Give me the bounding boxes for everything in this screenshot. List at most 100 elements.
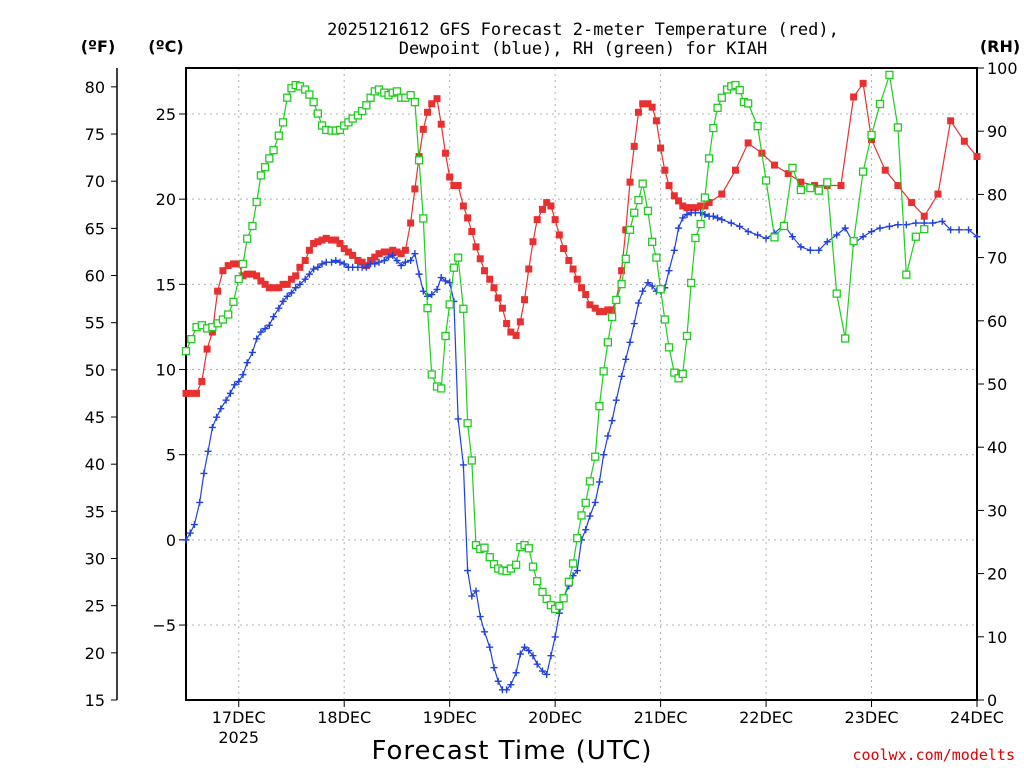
dewpoint-point <box>806 246 814 254</box>
celsius-tick-label: 10 <box>156 361 176 380</box>
relative-humidity-point <box>313 109 322 118</box>
dewpoint-point <box>894 221 902 229</box>
fahrenheit-tick-label: 25 <box>85 597 105 616</box>
relative-humidity-point <box>362 101 371 110</box>
dewpoint-point <box>938 217 946 225</box>
relative-humidity-point <box>181 346 191 356</box>
relative-humidity-point <box>524 544 533 553</box>
2-meter-temperature-point <box>683 204 691 212</box>
dewpoint-point <box>468 592 476 600</box>
2-meter-temperature-point <box>486 275 494 283</box>
dewpoint-point <box>476 613 484 621</box>
relative-humidity-point <box>274 131 283 140</box>
relative-humidity-point <box>885 70 894 80</box>
dewpoint-point <box>965 226 973 234</box>
relative-humidity-point <box>463 419 472 428</box>
dewpoint-point <box>275 304 283 312</box>
fahrenheit-tick-label: 55 <box>85 314 105 333</box>
relative-humidity-point <box>664 343 674 352</box>
dewpoint-point <box>296 280 304 288</box>
2-meter-temperature-point <box>433 95 441 103</box>
2-meter-temperature-point <box>389 246 397 254</box>
dewpoint-point <box>454 415 462 423</box>
fahrenheit-tick-label: 45 <box>85 408 105 427</box>
relative-humidity-point <box>577 511 586 520</box>
2-meter-temperature-point <box>634 108 642 116</box>
fahrenheit-tick-label: 80 <box>85 78 105 97</box>
relative-humidity-point <box>357 106 367 116</box>
dewpoint-point <box>626 338 634 346</box>
relative-humidity-point <box>480 543 489 552</box>
2-meter-temperature-point <box>239 272 247 280</box>
2-meter-temperature-point <box>600 308 608 316</box>
2-meter-temperature-point <box>569 265 577 273</box>
x-tick-label: 21DEC <box>634 708 688 727</box>
dewpoint-point <box>639 287 647 295</box>
2-meter-temperature-point <box>701 202 709 210</box>
dewpoint-point <box>788 233 796 241</box>
rh-tick-label: 30 <box>987 501 1007 520</box>
dewpoint-point <box>380 256 388 264</box>
2-meter-temperature-point <box>203 345 211 353</box>
2-meter-temperature-point <box>270 284 278 292</box>
dewpoint-point <box>833 231 841 239</box>
dewpoint-point <box>384 253 392 261</box>
relative-humidity-point <box>585 477 595 486</box>
2-meter-temperature-point <box>468 228 476 236</box>
relative-humidity-point <box>234 274 243 284</box>
2-meter-temperature-point <box>336 239 344 247</box>
relative-humidity-point <box>814 186 823 195</box>
dewpoint-point <box>618 372 626 380</box>
dewpoint-point <box>868 228 876 236</box>
2-meter-temperature-point <box>920 212 928 220</box>
relative-humidity-point <box>823 178 832 187</box>
2-meter-temperature-point <box>476 255 484 263</box>
dewpoint-point <box>265 321 273 329</box>
2-meter-temperature-point <box>446 173 454 181</box>
dewpoint-point <box>196 498 204 506</box>
relative-humidity-point <box>309 97 318 107</box>
dewpoint-point <box>314 263 322 271</box>
2-meter-temperature-point <box>630 142 638 150</box>
dewpoint-point <box>213 413 221 421</box>
relative-humidity-point <box>678 369 687 379</box>
2-meter-temperature-point <box>358 258 366 266</box>
relative-humidity-point <box>283 93 292 102</box>
relative-humidity-point <box>392 87 402 96</box>
2-meter-temperature-point <box>472 243 480 251</box>
2-meter-temperature-point <box>648 103 656 111</box>
2-meter-temperature-point <box>595 308 603 316</box>
relative-humidity-point <box>269 146 278 155</box>
2-meter-temperature-point <box>908 199 916 207</box>
2-meter-temperature-point <box>208 328 216 336</box>
relative-humidity-point <box>858 167 868 176</box>
dewpoint-point <box>441 277 449 285</box>
relative-humidity-point <box>256 171 266 180</box>
relative-humidity-point <box>305 90 314 99</box>
2-meter-temperature-point <box>407 219 415 227</box>
2-meter-temperature-point <box>582 291 590 299</box>
2-meter-temperature-point <box>310 239 318 247</box>
2-meter-temperature-point <box>305 246 313 254</box>
dewpoint-point <box>947 226 955 234</box>
2-meter-temperature-point <box>224 262 232 270</box>
relative-humidity-point <box>414 156 424 165</box>
2-meter-temperature-point <box>657 144 665 152</box>
dewpoint-point <box>683 211 691 219</box>
relative-humidity-point <box>893 123 903 132</box>
dewpoint-point <box>547 652 555 660</box>
2-meter-temperature-point <box>525 265 533 273</box>
2-meter-temperature-point <box>973 153 981 161</box>
2-meter-temperature-point <box>578 284 585 292</box>
2-meter-temperature-point <box>450 182 458 190</box>
rh-tick-label: 10 <box>987 628 1007 647</box>
fahrenheit-tick-label: 75 <box>85 125 105 144</box>
relative-humidity-point <box>770 233 779 242</box>
dewpoint-point <box>401 258 409 266</box>
relative-humidity-point <box>559 594 568 603</box>
dewpoint-point <box>604 432 612 440</box>
dewpoint-point <box>507 681 515 689</box>
x-tick-label: 19DEC <box>423 708 477 727</box>
relative-humidity-point <box>301 85 310 94</box>
